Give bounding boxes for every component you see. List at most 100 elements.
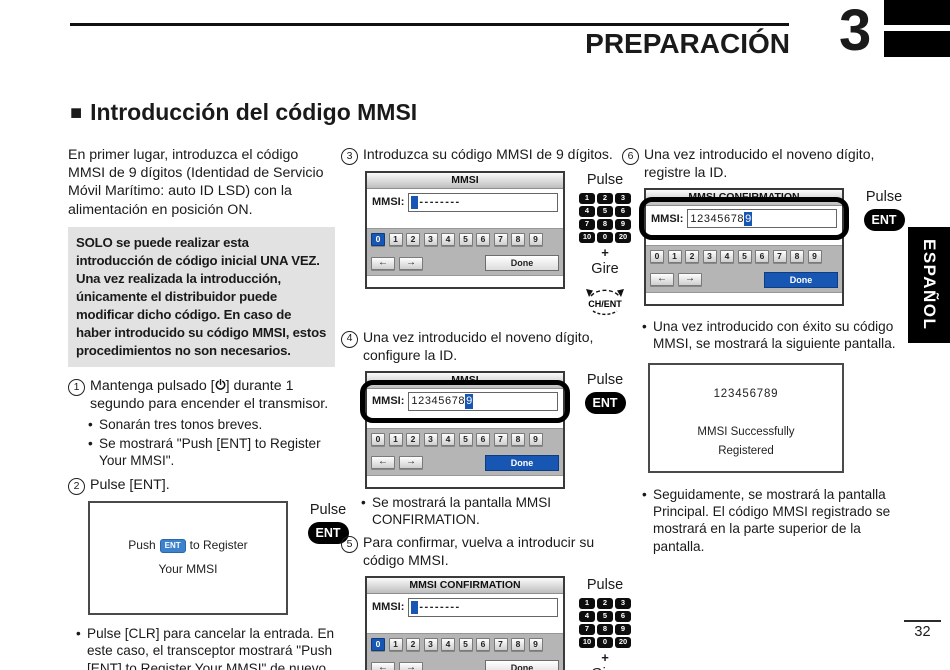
screen-title: MMSI	[367, 173, 563, 189]
bullet-char: •	[76, 625, 81, 641]
done-button-active: Done	[485, 454, 559, 471]
push-screen-line-1: Push ENT to Register	[128, 538, 248, 554]
keypad-key-icon: 7	[579, 623, 595, 635]
keypad-key-icon: 1	[579, 192, 595, 204]
step-3: 3 Introduzca su código MMSI de 9 dígitos…	[341, 146, 622, 165]
step-2-number: 2	[68, 477, 85, 495]
keypad-key-icon: 4	[579, 205, 595, 217]
chapter-title: PREPARACIÓN	[585, 28, 790, 59]
keypad-key-icon: 5	[597, 610, 613, 622]
bullet-char: •	[88, 435, 93, 451]
step-6: 6 Una vez introducido el noveno dígito, …	[622, 146, 914, 182]
digit-key: 2	[685, 249, 699, 263]
digit-key: 4	[441, 432, 455, 446]
numeric-keypad-icon: 1 2 3 4 5 6 7 8 9 10 0 20	[572, 192, 638, 243]
arrow-left-key: ←	[650, 273, 674, 287]
keypad-key-icon: 10	[579, 231, 595, 243]
registered-mmsi-code: 123456789	[713, 387, 779, 400]
step-2-text: Pulse [ENT].	[90, 476, 170, 493]
digit-key: 7	[493, 638, 508, 652]
step-4-number: 4	[341, 330, 358, 348]
digit-key: 1	[388, 432, 403, 446]
mmsi-input: 12345678 9	[687, 209, 837, 229]
section-marker: ■	[70, 101, 83, 124]
step-6-number: 6	[622, 148, 639, 165]
digit-key: 1	[388, 233, 403, 246]
action-annotation: Pulse ENT	[295, 501, 361, 545]
mmsi-placeholder-dashes: --------	[419, 195, 461, 208]
keypad-key-icon: 3	[615, 192, 631, 204]
mmsi-field-label: MMSI:	[372, 601, 405, 614]
step-2: 2 Pulse [ENT].	[68, 476, 335, 495]
digit-key: 2	[406, 638, 420, 652]
keypad-key-icon: 8	[597, 218, 613, 230]
screen-footer	[367, 475, 563, 487]
digit-key: 5	[458, 432, 473, 446]
bullet-text: Pulse [CLR] para cancelar la entrada. En…	[87, 625, 335, 670]
text-cursor	[411, 600, 419, 614]
page-number: 32	[904, 620, 941, 640]
done-button: Done	[485, 660, 559, 670]
pulse-label: Pulse	[586, 577, 624, 594]
arrow-left-key: ←	[371, 256, 395, 270]
bullet-char: •	[642, 318, 647, 334]
step-3-number: 3	[341, 148, 358, 165]
mmsi-field-label: MMSI:	[372, 195, 405, 208]
keypad-key-icon: 20	[615, 231, 631, 243]
keypad-key-icon: 8	[597, 623, 613, 635]
keypad-key-icon: 2	[597, 597, 613, 609]
gire-label: Gire	[591, 261, 619, 278]
column-3: 6 Una vez introducido el noveno dígito, …	[622, 146, 914, 555]
mmsi-placeholder-dashes: --------	[419, 601, 461, 614]
screen-spacer	[367, 620, 563, 634]
step-6-text: Una vez introducido el noveno dígito, re…	[644, 146, 875, 180]
chapter-tab-bar-bottom	[884, 31, 950, 57]
digit-key: 2	[406, 233, 420, 246]
digit-key: 9	[528, 233, 543, 246]
keypad-key-icon: 7	[579, 218, 595, 230]
section-heading: ■ Introducción del código MMSI	[70, 99, 417, 126]
arrow-right-key: →	[399, 661, 423, 670]
push-screen-line-2: Your MMSI	[158, 561, 218, 576]
keypad-nav-row: ← → Done	[650, 271, 838, 288]
gire-label: Gire	[572, 665, 638, 670]
success-bullet: • Una vez introducido con éxito su códig…	[622, 318, 914, 353]
step-4-text: Una vez introducido el noveno dígito, co…	[363, 328, 594, 363]
keypad-key-icon: 0	[597, 231, 613, 243]
arrow-left-key: ←	[371, 456, 395, 469]
pulse-label: Pulse	[309, 501, 347, 518]
header-rule	[70, 23, 789, 26]
digit-key: 4	[720, 249, 734, 263]
knob-label: CH/ENT	[588, 299, 622, 309]
digit-key: 2	[406, 432, 420, 446]
step-3-text: Introduzca su código MMSI de 9 dígitos.	[363, 146, 613, 162]
mmsi-input: --------	[408, 192, 558, 212]
plus-label: +	[601, 649, 609, 665]
step-1-text-after: ] durante 1 segundo para encender el tra…	[90, 378, 329, 413]
step-1-text: Mantenga pulsado [] durante 1 segundo pa…	[90, 377, 335, 413]
text-cursor	[411, 195, 419, 209]
push-text-before: Push	[128, 538, 156, 553]
keypad-key-icon: 9	[615, 218, 631, 230]
digit-key: 9	[807, 249, 822, 263]
mmsi-input: 12345678 9	[408, 392, 558, 411]
bullet-text: Seguidamente, se mostrará la pantalla Pr…	[653, 486, 891, 554]
main-screen-bullet: • Seguidamente, se mostrará la pantalla …	[622, 486, 914, 556]
mmsi-last-digit-selected: 9	[465, 394, 474, 409]
device-screen-push-ent: Push ENT to Register Your MMSI	[88, 500, 288, 615]
pulse-label: Pulse	[586, 172, 624, 188]
success-message-line-1: MMSI Successfully	[697, 426, 795, 439]
keypad-key-icon: 6	[615, 205, 631, 217]
action-annotation: Pulse ENT	[572, 371, 638, 415]
numeric-keypad-icon: 1 2 3 4 5 6 7 8 9 10 0 20	[572, 597, 638, 648]
digit-key: 7	[493, 432, 508, 446]
mmsi-field-label: MMSI:	[372, 395, 405, 408]
